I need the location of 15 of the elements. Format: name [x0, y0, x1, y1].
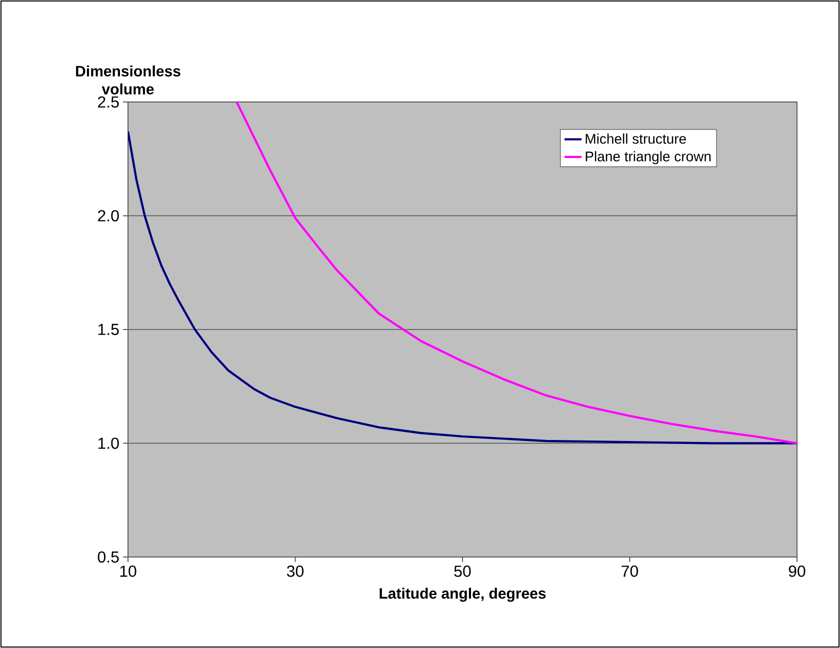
y-tick-label: 1.5 — [98, 324, 119, 336]
x-tick-label: 70 — [622, 566, 638, 577]
y-axis-title: Dimensionless volume — [76, 65, 180, 94]
x-tick-label: 50 — [454, 566, 471, 577]
y-tick-label: 2.0 — [98, 210, 119, 222]
line-series — [236, 102, 797, 444]
y-tick-label: 2.5 — [98, 96, 119, 108]
legend-label: Michell structure — [586, 133, 686, 144]
y-tick-label: 1.0 — [98, 438, 119, 449]
y-tick-label: 0.5 — [98, 551, 119, 563]
x-axis-title: Latitude angle, degrees — [380, 588, 546, 602]
legend-label: Plane triangle crown — [586, 151, 711, 164]
x-tick-label: 10 — [120, 566, 136, 577]
x-tick-label: 30 — [286, 566, 304, 577]
x-tick-label: 90 — [788, 566, 806, 577]
